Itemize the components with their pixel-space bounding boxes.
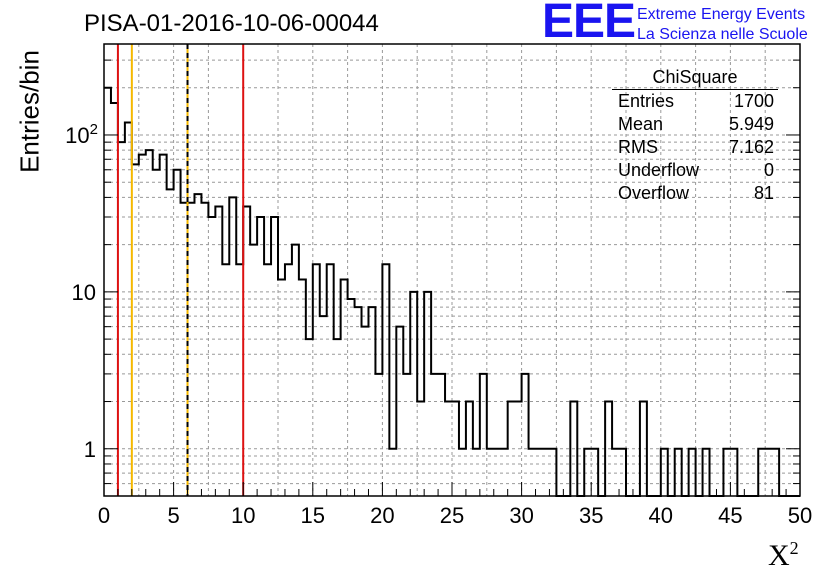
stats-value: 1700	[733, 91, 774, 111]
y-tick-label: 1	[84, 437, 96, 462]
y-tick-label: 10	[72, 280, 96, 305]
stats-value: 81	[753, 183, 774, 203]
x-tick-label: 0	[98, 503, 110, 528]
x-tick-label: 45	[718, 503, 742, 528]
x-tick-label: 10	[231, 503, 255, 528]
stats-label: RMS	[618, 137, 658, 157]
stats-label: Overflow	[618, 183, 690, 203]
stats-label: Mean	[618, 114, 664, 134]
stats-value: 0	[763, 160, 774, 180]
eee-logo: EEE Extreme Energy Events La Scienza nel…	[542, 0, 832, 48]
x-axis-label-base: X	[768, 539, 790, 572]
x-axis-label: X2	[768, 538, 799, 573]
page-title: PISA-01-2016-10-06-00044	[84, 10, 379, 37]
x-tick-label: 25	[440, 503, 464, 528]
stats-row-underflow: Underflow 0	[612, 159, 778, 182]
y-tick-label: 102	[65, 121, 98, 148]
x-tick-label: 50	[788, 503, 812, 528]
logo-line-1: Extreme Energy Events	[637, 6, 806, 23]
stats-value: 5.949	[728, 114, 774, 134]
logo-mark: EEE	[542, 0, 636, 48]
stats-title: ChiSquare	[612, 67, 778, 90]
x-tick-label: 40	[649, 503, 673, 528]
stats-row-entries: Entries 1700	[612, 90, 778, 113]
stats-value: 7.162	[728, 137, 774, 157]
x-tick-label: 5	[167, 503, 179, 528]
stats-row-overflow: Overflow 81	[612, 182, 778, 205]
x-axis-label-sup: 2	[789, 538, 799, 558]
x-tick-label: 15	[301, 503, 325, 528]
x-tick-label: 20	[370, 503, 394, 528]
stats-box: ChiSquare Entries 1700 Mean 5.949 RMS 7.162…	[612, 67, 778, 205]
histogram-series	[104, 86, 800, 497]
stats-label: Underflow	[618, 160, 700, 180]
stats-row-mean: Mean 5.949	[612, 113, 778, 136]
x-tick-label: 30	[509, 503, 533, 528]
logo-line-2: La Scienza nelle Scuole	[637, 26, 808, 43]
stats-row-rms: RMS 7.162	[612, 136, 778, 159]
x-tick-label: 35	[579, 503, 603, 528]
stats-label: Entries	[618, 91, 675, 111]
